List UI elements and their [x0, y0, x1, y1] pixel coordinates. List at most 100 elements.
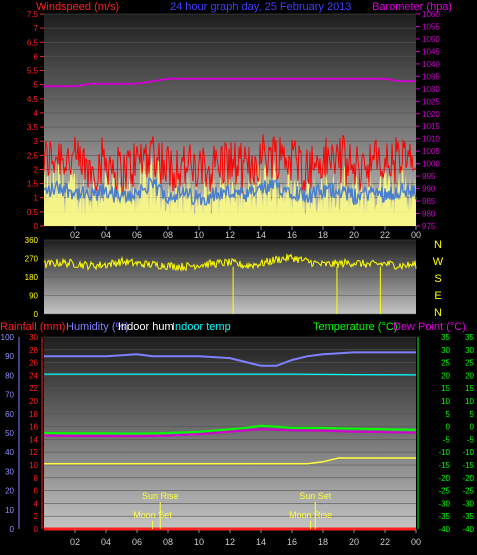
graph-title: 24 hour graph day, 25 February 2013 — [170, 1, 351, 13]
rain-tick-label: 26 — [29, 359, 38, 368]
rain-tick-label: 22 — [29, 384, 38, 393]
x-tick-label-bottom: 00 — [411, 537, 421, 547]
hum-tick-label: 40 — [5, 448, 14, 457]
x-tick-label: 02 — [70, 230, 80, 240]
x-tick-label: 22 — [380, 230, 390, 240]
temp-tick-label: -40 — [438, 525, 450, 534]
temp-tick-label: 20 — [441, 371, 450, 380]
dir-tick-label: 0 — [34, 310, 39, 319]
compass-label: E — [434, 290, 441, 302]
baro-tick-label: 1055 — [422, 22, 440, 31]
legend-temperature: Temperature (°C) — [313, 321, 397, 333]
legend-indoor-temp: Indoor temp — [172, 321, 231, 333]
indoor-hum-line — [44, 457, 416, 465]
dew-tick-label: 30 — [465, 346, 474, 355]
legend-humidity: Humidity (%) — [66, 321, 129, 333]
rain-tick-label: 14 — [29, 435, 38, 444]
temp-tick-label: 30 — [441, 346, 450, 355]
wind-average-line — [43, 177, 417, 206]
wind-tick-label: 1.5 — [27, 180, 39, 189]
x-tick-label: 20 — [349, 230, 359, 240]
dew-tick-label: 5 — [470, 410, 475, 419]
compass-label: W — [433, 256, 444, 268]
dew-tick-label: -10 — [462, 448, 474, 457]
x-tick-label: 14 — [256, 230, 266, 240]
hum-tick-label: 70 — [5, 391, 14, 400]
rain-tick-label: 24 — [29, 371, 38, 380]
hum-tick-label: 20 — [5, 487, 14, 496]
wind-tick-label: 0 — [34, 222, 39, 231]
temp-tick-label: -5 — [443, 435, 451, 444]
x-tick-label: 08 — [163, 230, 173, 240]
rain-tick-label: 10 — [29, 461, 38, 470]
baro-tick-label: 1060 — [422, 10, 440, 19]
barometer-line — [44, 77, 416, 88]
baro-tick-label: 1000 — [422, 160, 440, 169]
baro-tick-label: 1005 — [422, 147, 440, 156]
event-label: Moon Set — [133, 510, 172, 520]
dir-tick-label: 360 — [25, 236, 39, 245]
dir-tick-label: 90 — [29, 292, 38, 301]
x-tick-label: 06 — [132, 230, 142, 240]
dew-tick-label: 20 — [465, 371, 474, 380]
wind-tick-label: 2.5 — [27, 151, 39, 160]
hum-tick-label: 90 — [5, 352, 14, 361]
wind-tick-label: 5.5 — [27, 67, 39, 76]
x-tick-label-bottom: 02 — [70, 537, 80, 547]
hum-tick-label: 50 — [5, 429, 14, 438]
baro-tick-label: 975 — [422, 222, 436, 231]
dew-tick-label: -25 — [462, 487, 474, 496]
legend-dew-point: Dew Point (°C) — [393, 321, 466, 333]
x-tick-label-bottom: 04 — [101, 537, 111, 547]
compass-label: S — [434, 273, 441, 285]
x-tick-label: 10 — [194, 230, 204, 240]
x-tick-label-bottom: 10 — [194, 537, 204, 547]
x-tick-label-bottom: 06 — [132, 537, 142, 547]
x-tick-label: 18 — [318, 230, 328, 240]
rain-tick-label: 0 — [34, 525, 39, 534]
hum-tick-label: 30 — [5, 467, 14, 476]
rain-tick-label: 6 — [34, 487, 39, 496]
temp-tick-label: 25 — [441, 359, 450, 368]
temp-tick-label: 10 — [441, 397, 450, 406]
rain-tick-label: 30 — [29, 333, 38, 342]
wind-direction-line — [43, 253, 417, 273]
wind-tick-label: 5 — [34, 81, 39, 90]
dew-tick-label: 0 — [470, 423, 475, 432]
dew-point-line — [43, 428, 417, 438]
wind-tick-label: 4.5 — [27, 95, 39, 104]
x-tick-label: 16 — [287, 230, 297, 240]
indoor-temp-line — [44, 373, 417, 376]
dew-tick-label: -5 — [467, 435, 475, 444]
wind-gust-area — [44, 152, 416, 226]
baro-tick-label: 1025 — [422, 97, 440, 106]
humidity-line — [44, 351, 416, 367]
x-tick-label-bottom: 12 — [225, 537, 235, 547]
x-tick-label: 04 — [101, 230, 111, 240]
temp-tick-label: -10 — [438, 448, 450, 457]
wind-tick-label: 3.5 — [27, 123, 39, 132]
temp-tick-label: -20 — [438, 474, 450, 483]
temp-tick-label: 5 — [446, 410, 451, 419]
baro-tick-label: 1035 — [422, 72, 440, 81]
event-label: Sun Set — [299, 491, 332, 501]
dew-tick-label: -15 — [462, 461, 474, 470]
temp-tick-label: -15 — [438, 461, 450, 470]
x-tick-label-bottom: 20 — [349, 537, 359, 547]
temp-tick-label: 15 — [441, 384, 450, 393]
rain-tick-label: 8 — [34, 474, 39, 483]
x-tick-label-bottom: 14 — [256, 537, 266, 547]
baro-tick-label: 1015 — [422, 122, 440, 131]
x-tick-label-bottom: 16 — [287, 537, 297, 547]
x-tick-label-bottom: 22 — [380, 537, 390, 547]
compass-label: N — [434, 239, 442, 251]
wind-tick-label: 6 — [34, 52, 39, 61]
dew-tick-label: 35 — [465, 333, 474, 342]
dir-tick-label: 180 — [25, 273, 39, 282]
rain-tick-label: 18 — [29, 410, 38, 419]
barometer-label: Barometer (hpa) — [372, 1, 452, 13]
baro-tick-label: 985 — [422, 197, 436, 206]
rain-tick-label: 2 — [34, 512, 39, 521]
